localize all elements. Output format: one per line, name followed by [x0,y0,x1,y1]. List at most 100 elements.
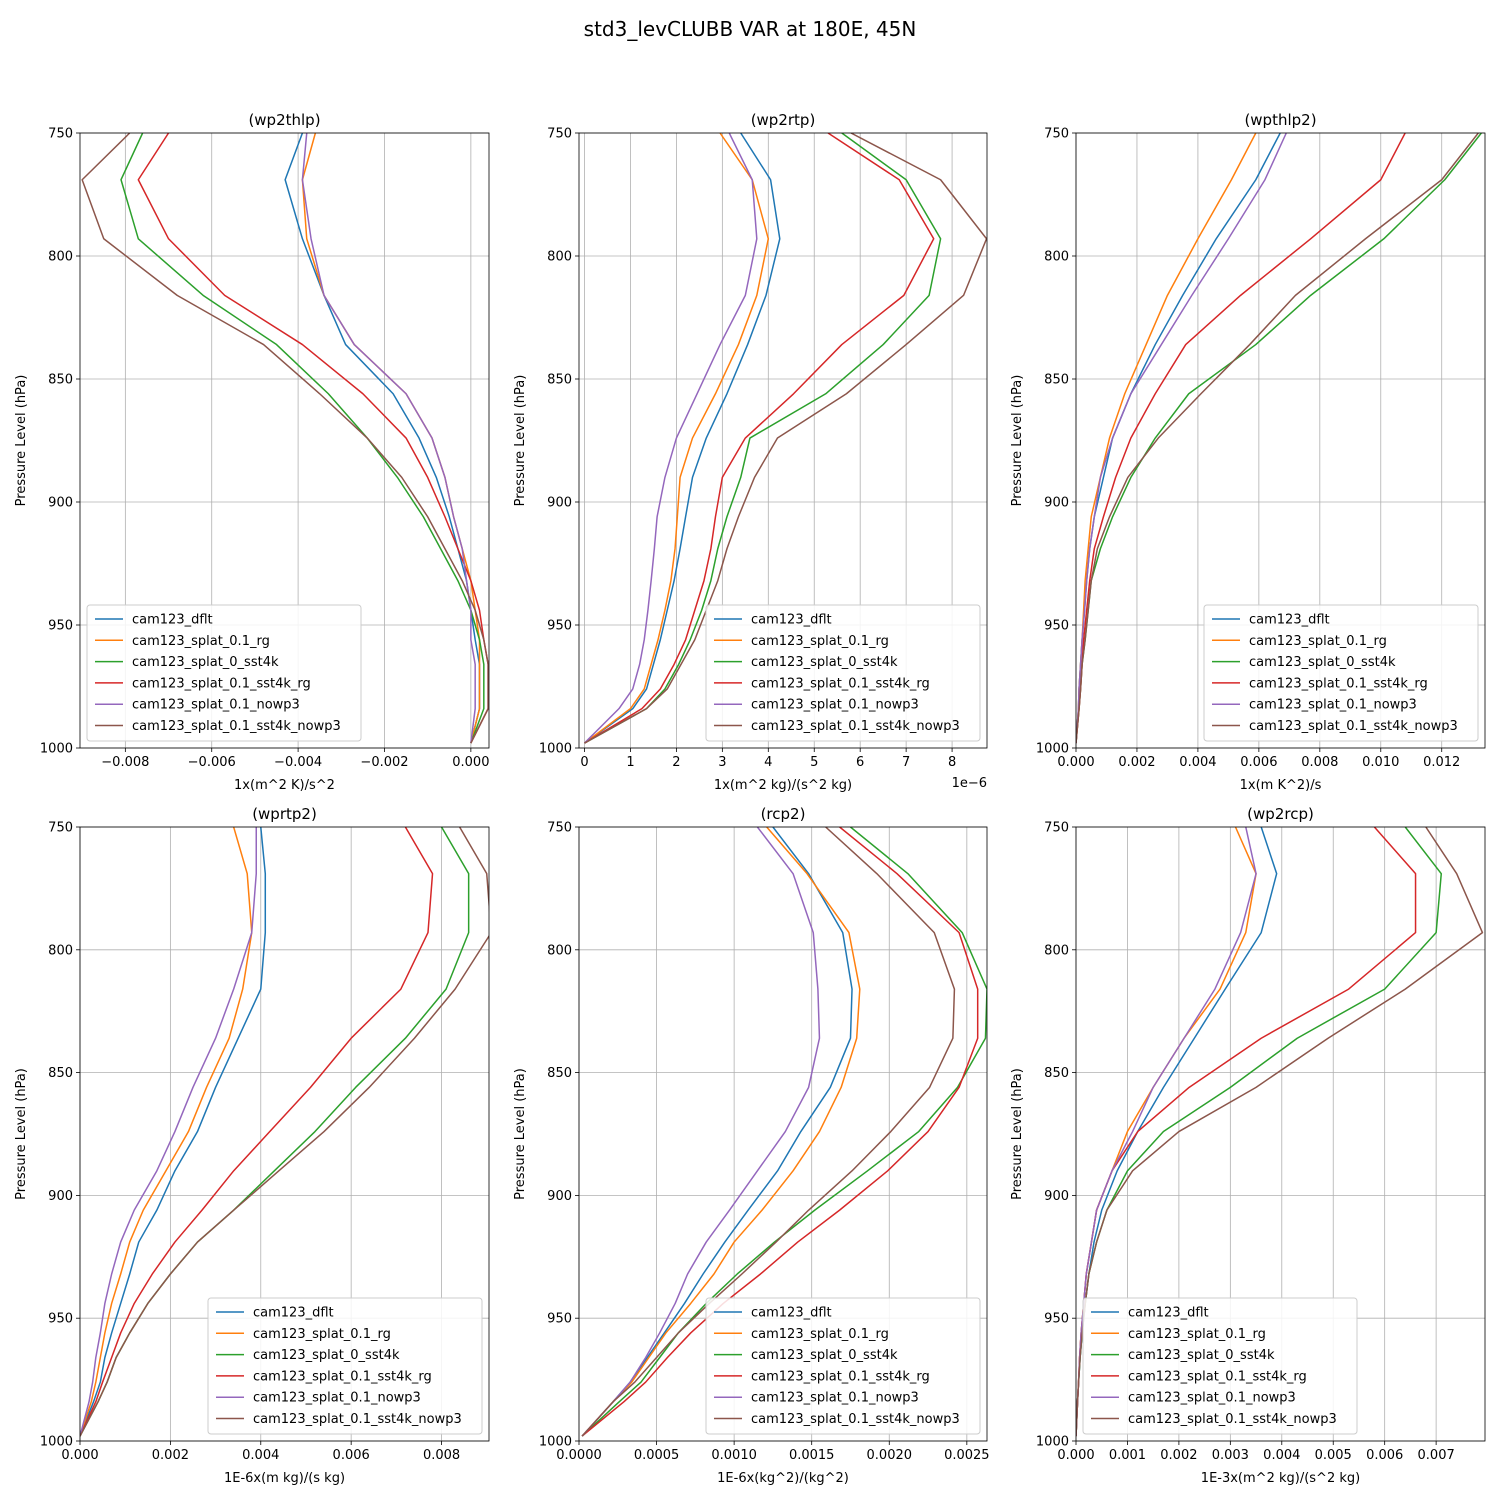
series-line-cam123_splat_0.1_rg [584,133,770,744]
legend: cam123_dflt cam123_splat_0.1_rg cam123_spl… [207,1297,483,1435]
legend-entry: cam123_splat_0.1_rg [751,634,889,649]
x-tick-label: 0.002 [1160,1448,1197,1463]
y-tick-label: 850 [1044,1066,1069,1081]
y-tick-label: 1000 [539,742,572,757]
subplot-1: −0.008 −0.006 −0.004 −0.002 0.000 750 800 850 90… [14,111,489,793]
legend-entry: cam123_splat_0_sst4k [751,655,898,670]
plot-frame [79,826,490,1442]
legend-entry: cam123_splat_0.1_sst4k_nowp3 [751,719,960,734]
y-tick-label: 800 [1044,250,1069,265]
legend-entry: cam123_dflt [1249,613,1330,628]
x-tick-label: 2 [672,755,680,770]
x-tick-label: 0.001 [1109,1448,1146,1463]
legend-box [1082,1297,1358,1435]
x-axis-label: 1x(m K^2)/s [1240,778,1322,793]
series-line-cam123_splat_0_sst4k [120,133,485,744]
y-tick-label: 950 [1044,1312,1069,1327]
legend-entry: cam123_splat_0.1_rg [1249,634,1387,649]
legend-box [1203,604,1479,742]
y-tick-label: 750 [547,127,572,142]
x-axis-label: 1E-6x(kg^2)/(kg^2) [717,1471,849,1486]
y-tick-label: 850 [48,1066,73,1081]
x-tick-label: 0.006 [1240,755,1277,770]
y-tick-label: 800 [48,250,73,265]
series-line-cam123_dflt [80,827,267,1437]
legend-entry: cam123_splat_0.1_sst4k_rg [751,676,930,691]
x-tick-label: 6 [856,755,864,770]
legend-entry: cam123_splat_0.1_nowp3 [253,1391,421,1406]
legend: cam123_dflt cam123_splat_0.1_rg cam123_spl… [705,604,981,742]
x-tick-label: 1 [626,755,634,770]
y-axis-label: Pressure Level (hPa) [1010,375,1025,507]
subplot-2: 0 1 2 3 4 5 6 7 8 750 800 850 900 950 1000 (wp2rtp) 1x(m… [513,111,988,793]
legend-entry: cam123_dflt [253,1306,334,1321]
x-tick-label: 0.0000 [556,1448,602,1463]
series-group [80,827,489,1437]
x-tick-label: 0.012 [1423,755,1460,770]
y-axis-label: Pressure Level (hPa) [14,1068,29,1200]
series-line-cam123_dflt [584,133,781,744]
subplot-title: (wpthlp2) [1244,111,1316,129]
legend-box [207,1297,483,1435]
legend-box [705,1297,981,1435]
x-tick-label: 0.004 [1263,1448,1300,1463]
x-tick-label: 0.0020 [867,1448,913,1463]
x-tick-label: 0.008 [1301,755,1338,770]
legend-entry: cam123_splat_0.1_nowp3 [751,1391,919,1406]
legend-entry: cam123_splat_0_sst4k [132,655,279,670]
legend-entry: cam123_splat_0_sst4k [751,1348,898,1363]
subplot-3: 0.000 0.002 0.004 0.006 0.008 0.010 0.012 750 80… [1010,111,1486,793]
subplot-title: (rcp2) [761,805,806,823]
x-tick-label: −0.002 [360,755,408,770]
legend-entry: cam123_dflt [751,1306,832,1321]
series-line-cam123_splat_0.1_nowp3 [1076,133,1287,744]
x-tick-label: 0.005 [1315,1448,1352,1463]
legend-entry: cam123_splat_0.1_sst4k_nowp3 [132,719,341,734]
y-axis-label: Pressure Level (hPa) [1010,1068,1025,1200]
y-tick-label: 750 [1044,821,1069,836]
subplot-6: 0.000 0.001 0.002 0.003 0.004 0.005 0.006 0.007… [1010,805,1486,1486]
legend-entry: cam123_splat_0.1_nowp3 [751,698,919,713]
subplot-4: 0.000 0.002 0.004 0.006 0.008 750 800 850 900 950… [14,805,490,1486]
legend-entry: cam123_splat_0.1_sst4k_rg [253,1369,432,1384]
y-tick-label: 800 [547,943,572,958]
legend-entry: cam123_splat_0.1_rg [1128,1327,1266,1342]
legend: cam123_dflt cam123_splat_0.1_rg cam123_spl… [1203,604,1479,742]
x-tick-label: 0.008 [423,1448,460,1463]
series-line-cam123_splat_0.1_sst4k_nowp3 [1076,827,1484,1437]
x-tick-label: 3 [718,755,726,770]
x-tick-label: 0.0005 [634,1448,680,1463]
series-line-cam123_dflt [581,827,853,1437]
series-line-cam123_splat_0.1_sst4k_nowp3 [584,133,987,744]
x-tick-label: 0.0010 [711,1448,757,1463]
series-group [1076,133,1482,744]
x-tick-label: 5 [810,755,818,770]
legend-entry: cam123_splat_0_sst4k [253,1348,400,1363]
series-line-cam123_splat_0.1_sst4k_nowp3 [80,827,489,1437]
y-tick-label: 900 [1044,496,1069,511]
x-tick-label: −0.006 [188,755,236,770]
y-tick-label: 900 [1044,1189,1069,1204]
subplot-title: (wp2thlp) [248,111,320,129]
y-tick-label: 950 [547,1312,572,1327]
x-tick-label: 0 [580,755,588,770]
x-tick-label: 0.010 [1362,755,1399,770]
x-tick-label: 0.0025 [944,1448,990,1463]
legend-entry: cam123_splat_0.1_sst4k_nowp3 [253,1412,462,1427]
plot-frame [578,132,988,749]
y-tick-label: 900 [547,496,572,511]
series-group [1076,827,1484,1437]
y-tick-label: 1000 [40,742,73,757]
x-axis-label: 1E-3x(m^2 kg)/(s^2 kg) [1201,1471,1360,1486]
x-tick-label: 0.006 [1366,1448,1403,1463]
legend-entry: cam123_splat_0.1_sst4k_nowp3 [1128,1412,1337,1427]
y-tick-label: 750 [48,821,73,836]
legend: cam123_dflt cam123_splat_0.1_rg cam123_spl… [1082,1297,1358,1435]
legend-entry: cam123_splat_0.1_rg [751,1327,889,1342]
series-line-cam123_splat_0.1_nowp3 [581,827,821,1437]
x-tick-label: −0.008 [101,755,149,770]
series-line-cam123_splat_0.1_sst4k_rg [584,133,935,744]
series-line-cam123_splat_0.1_sst4k_rg [581,827,979,1437]
series-line-cam123_splat_0.1_sst4k_nowp3 [1076,133,1479,744]
